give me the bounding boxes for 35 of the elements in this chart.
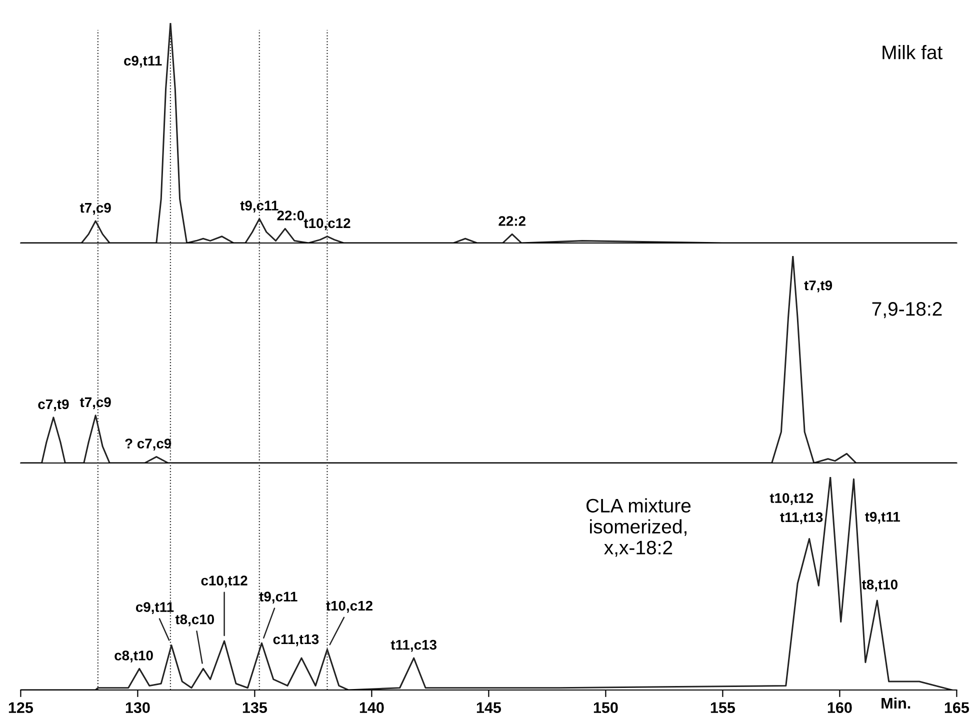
annotation: t10,c12 <box>326 600 372 613</box>
text: 7,9-18:2 <box>872 302 942 318</box>
x-tick-label: 150 <box>594 702 618 714</box>
x-tick-label: 135 <box>242 702 268 714</box>
annotation: t9,c11 <box>240 200 278 213</box>
annotation: 22:0 <box>277 210 304 220</box>
annotation: t8,c10 <box>175 614 214 626</box>
annotation: ? c7,c9 <box>125 438 172 451</box>
x-tick-label: 160 <box>828 702 852 714</box>
x-tick-label: 165 <box>944 702 970 714</box>
annotation: t9,c11 <box>259 592 298 604</box>
x-tick-label: 130 <box>126 702 150 714</box>
annotation: t7,t9 <box>804 280 832 292</box>
annotation: t11,c13 <box>390 640 436 652</box>
annotation: t8,t10 <box>862 580 898 592</box>
x-tick-label: 140 <box>360 702 384 714</box>
annotation: c10,t12 <box>201 576 248 588</box>
annotation: c7,t9 <box>38 399 69 412</box>
text: CLA mixture isomerized, x,x-18:2 <box>586 498 691 557</box>
annotation: t7,c9 <box>80 202 111 215</box>
annotation: t10,c12 <box>304 218 350 230</box>
annotation: t7,c9 <box>80 397 111 410</box>
x-tick-label: 145 <box>476 702 502 714</box>
annotation: c9,t11 <box>124 56 162 68</box>
annotation: 22:2 <box>498 216 526 226</box>
text: Milk fat <box>882 45 943 60</box>
x-axis-title: Min. <box>882 697 910 709</box>
x-tick-label: 155 <box>710 702 736 714</box>
annotation: t11,t13 <box>780 512 823 524</box>
annotation: c11,t13 <box>273 634 319 646</box>
annotation: c9,t11 <box>136 602 174 614</box>
annotation: t10,t12 <box>770 493 814 505</box>
x-tick-label: 125 <box>8 702 34 714</box>
annotation: t9,t11 <box>865 512 900 524</box>
annotation: c8,t10 <box>114 650 153 662</box>
